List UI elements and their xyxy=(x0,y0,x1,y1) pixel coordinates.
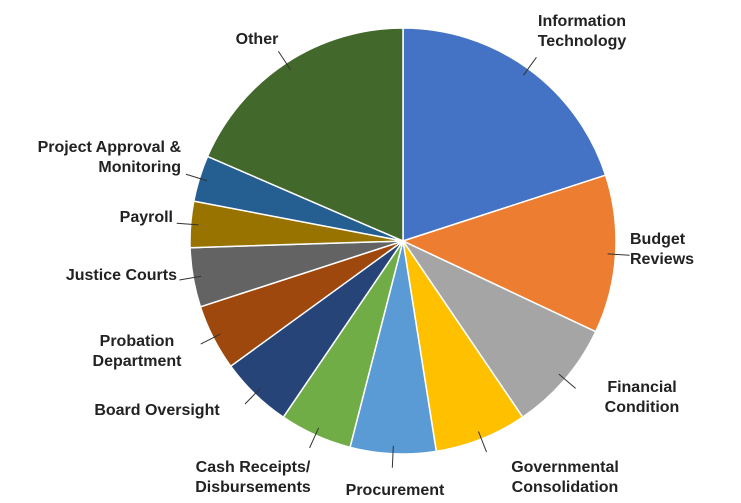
leader-line xyxy=(607,253,630,256)
leader-line xyxy=(179,275,202,281)
slice-label: Procurement xyxy=(345,482,445,499)
leader-line xyxy=(185,173,208,182)
leader-line xyxy=(277,50,291,70)
slice-label: Financial Condition xyxy=(604,379,680,416)
slice-label: Governmental Consolidation xyxy=(511,459,619,496)
leader-line xyxy=(558,373,576,389)
slice-label: Justice Courts xyxy=(65,267,177,284)
slice-label: Budget Reviews xyxy=(630,231,695,268)
leader-line xyxy=(244,387,261,405)
slice-label: Information Technology xyxy=(537,13,627,50)
slice-label: Cash Receipts/ Disbursements xyxy=(195,459,311,496)
leader-line xyxy=(478,431,488,453)
slice-label: Board Oversight xyxy=(94,402,220,419)
slice-label: Project Approval & Monitoring xyxy=(37,139,181,176)
leader-line xyxy=(391,445,394,468)
slice-label: Other xyxy=(235,31,279,48)
leader-line xyxy=(176,222,199,226)
leader-line xyxy=(523,57,537,76)
leader-line xyxy=(200,333,221,345)
slice-label: Payroll xyxy=(119,209,173,226)
slice-label: Probation Department xyxy=(92,333,182,370)
leader-line xyxy=(309,427,320,449)
